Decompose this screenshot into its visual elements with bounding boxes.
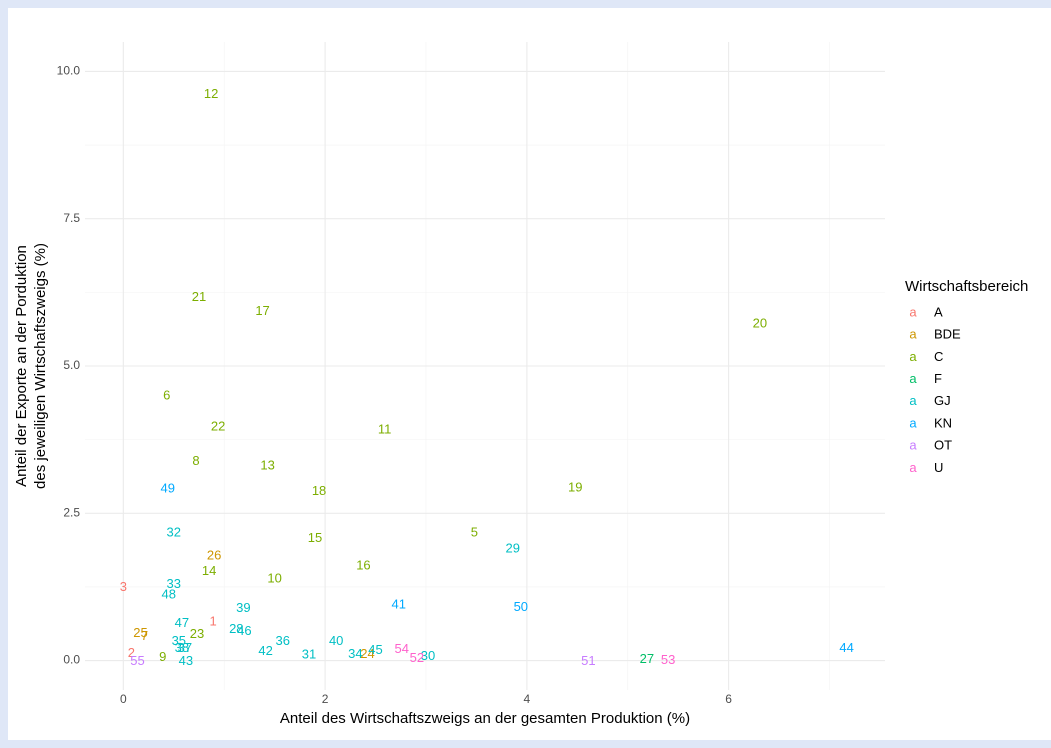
- point-label: 47: [175, 615, 189, 630]
- x-tick-label: 4: [524, 692, 531, 706]
- grid: [85, 42, 885, 690]
- legend-key: a: [909, 304, 917, 319]
- point-label: 54: [395, 641, 409, 656]
- point-label: 15: [308, 530, 322, 545]
- legend-label: C: [934, 349, 943, 364]
- point-label: 22: [211, 419, 225, 434]
- point-label: 32: [167, 525, 181, 540]
- point-label: 7: [141, 628, 148, 643]
- point-label: 21: [192, 289, 206, 304]
- point-label: 17: [255, 303, 269, 318]
- point-label: 9: [159, 649, 166, 664]
- point-label: 44: [839, 640, 853, 655]
- point-label: 27: [640, 651, 654, 666]
- legend-key: a: [909, 393, 917, 408]
- legend-key: a: [909, 349, 917, 364]
- point-label: 41: [392, 597, 406, 612]
- legend-label: F: [934, 371, 942, 386]
- point-label: 3: [120, 579, 127, 594]
- point-label: 46: [237, 623, 251, 638]
- legend-label: U: [934, 460, 943, 475]
- point-label: 1: [210, 614, 217, 629]
- point-label: 16: [356, 558, 370, 573]
- point-label: 48: [161, 587, 175, 602]
- x-tick-label: 2: [322, 692, 329, 706]
- point-label: 18: [312, 483, 326, 498]
- point-label: 35: [172, 633, 186, 648]
- panel-background: [8, 8, 1051, 740]
- y-tick-label: 0.0: [63, 653, 80, 667]
- point-label: 30: [421, 648, 435, 663]
- legend-key: a: [909, 327, 917, 342]
- point-label: 31: [302, 647, 316, 662]
- legend-key: a: [909, 371, 917, 386]
- point-label: 33: [167, 576, 181, 591]
- legend-label: A: [934, 304, 943, 319]
- point-label: 49: [160, 481, 174, 496]
- legend-label: OT: [934, 438, 952, 453]
- x-tick-label: 6: [725, 692, 732, 706]
- point-label: 39: [236, 600, 250, 615]
- legend-key: a: [909, 415, 917, 430]
- point-label: 10: [267, 571, 281, 586]
- point-label: 29: [506, 541, 520, 556]
- point-label: 36: [275, 633, 289, 648]
- point-label: 14: [202, 563, 216, 578]
- y-axis-title: Anteil der Exporte an der Porduktion: [13, 245, 30, 487]
- y-tick-label: 7.5: [63, 211, 80, 225]
- point-label: 53: [661, 652, 675, 667]
- point-label: 25: [133, 625, 147, 640]
- x-axis-title: Anteil des Wirtschaftszweigs an der gesa…: [280, 710, 690, 727]
- y-tick-label: 5.0: [63, 358, 80, 372]
- point-label: 24: [360, 646, 374, 661]
- point-label: 55: [130, 653, 144, 668]
- point-label: 26: [207, 548, 221, 563]
- point-label: 50: [514, 599, 528, 614]
- point-label: 12: [204, 86, 218, 101]
- point-label: 28: [229, 621, 243, 636]
- point-label: 37: [178, 640, 192, 655]
- point-label: 2: [128, 645, 135, 660]
- point-label: 20: [753, 316, 767, 331]
- point-label: 34: [348, 646, 362, 661]
- point-label: 43: [179, 653, 193, 668]
- point-label: 13: [260, 458, 274, 473]
- x-tick-label: 0: [120, 692, 127, 706]
- legend-label: BDE: [934, 327, 961, 342]
- point-label: 45: [368, 642, 382, 657]
- legend-title: Wirtschaftsbereich: [905, 278, 1028, 295]
- point-label: 5: [471, 525, 478, 540]
- legend-label: KN: [934, 415, 952, 430]
- point-label: 23: [190, 626, 204, 641]
- legend-key: a: [909, 460, 917, 475]
- point-label: 19: [568, 479, 582, 494]
- point-label: 42: [258, 643, 272, 658]
- y-tick-label: 10.0: [57, 64, 81, 78]
- y-tick-label: 2.5: [63, 505, 80, 519]
- point-label: 6: [163, 387, 170, 402]
- point-label: 51: [581, 653, 595, 668]
- point-label: 40: [329, 633, 343, 648]
- legend-label: GJ: [934, 393, 951, 408]
- point-label: 38: [175, 640, 189, 655]
- point-label: 8: [192, 453, 199, 468]
- y-axis-title: des jeweiligen Wirtschaftszweigs (%): [32, 243, 49, 489]
- point-label: 52: [410, 650, 424, 665]
- legend-key: a: [909, 438, 917, 453]
- point-label: 11: [378, 422, 392, 437]
